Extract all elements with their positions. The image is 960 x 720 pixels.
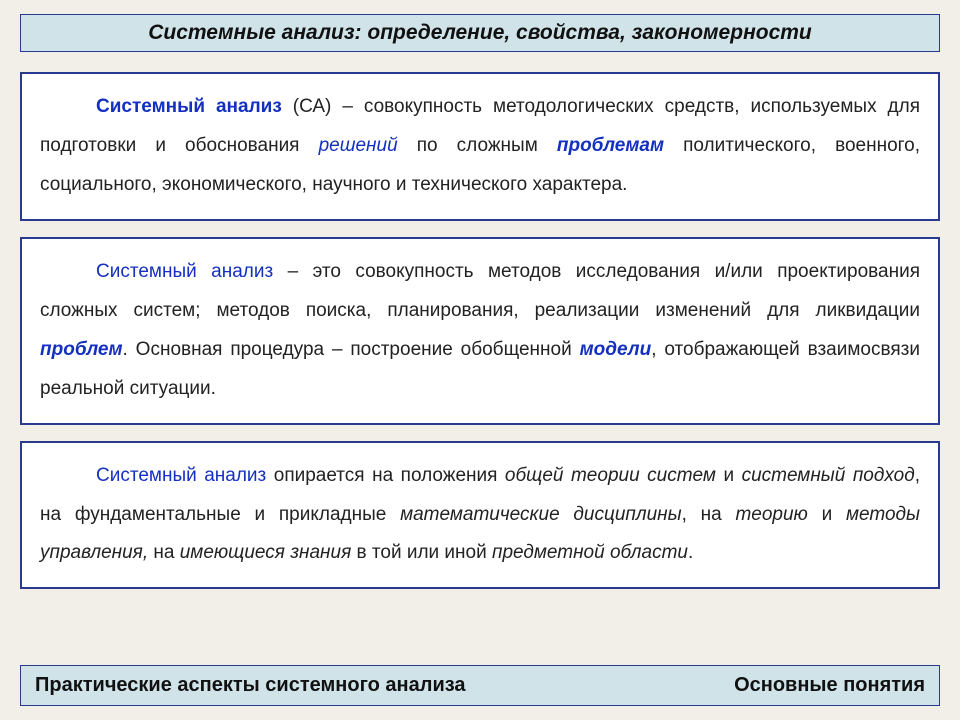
def3-p2: и: [716, 465, 742, 486]
def3-p5: и: [808, 504, 846, 525]
def2-keyword-problem: проблем: [40, 339, 123, 360]
def3-term: Системный анализ: [96, 465, 266, 486]
def3-p7: в той или иной: [351, 542, 492, 563]
def3-it1: общей теории систем: [505, 465, 716, 486]
def3-p6: на: [148, 542, 180, 563]
def3-it2: системный подход: [742, 465, 915, 486]
def2-term: Системный анализ: [96, 261, 273, 282]
def2-mid: . Основная процедура – построение обобще…: [123, 339, 580, 360]
definition-box-1: Системный анализ (СА) – совокупность мет…: [20, 72, 940, 221]
def3-tail: .: [688, 542, 693, 563]
def3-it6: имеющиеся знания: [180, 542, 352, 563]
def1-term: Системный анализ: [96, 96, 282, 117]
footer-box: Практические аспекты системного анализа …: [20, 665, 940, 706]
def2-keyword-modeli: модели: [580, 339, 652, 360]
footer-right: Основные понятия: [734, 674, 925, 697]
def1-mid: по сложным: [398, 135, 557, 156]
def1-keyword-resheniy: решений: [319, 135, 398, 156]
def3-it4: теорию: [735, 504, 807, 525]
def3-it3: математические дисциплины: [400, 504, 681, 525]
def3-p1: опирается на положения: [266, 465, 505, 486]
def3-it7: предметной области: [492, 542, 688, 563]
definition-box-3: Системный анализ опирается на положения …: [20, 441, 940, 590]
def1-keyword-problemam: проблемам: [557, 135, 664, 156]
definition-box-2: Системный анализ – это совокупность мето…: [20, 237, 940, 425]
page-title: Системные анализ: определение, свойства,…: [148, 21, 812, 44]
page-title-box: Системные анализ: определение, свойства,…: [20, 14, 940, 52]
def3-p4: , на: [682, 504, 736, 525]
footer-left: Практические аспекты системного анализа: [35, 674, 466, 697]
